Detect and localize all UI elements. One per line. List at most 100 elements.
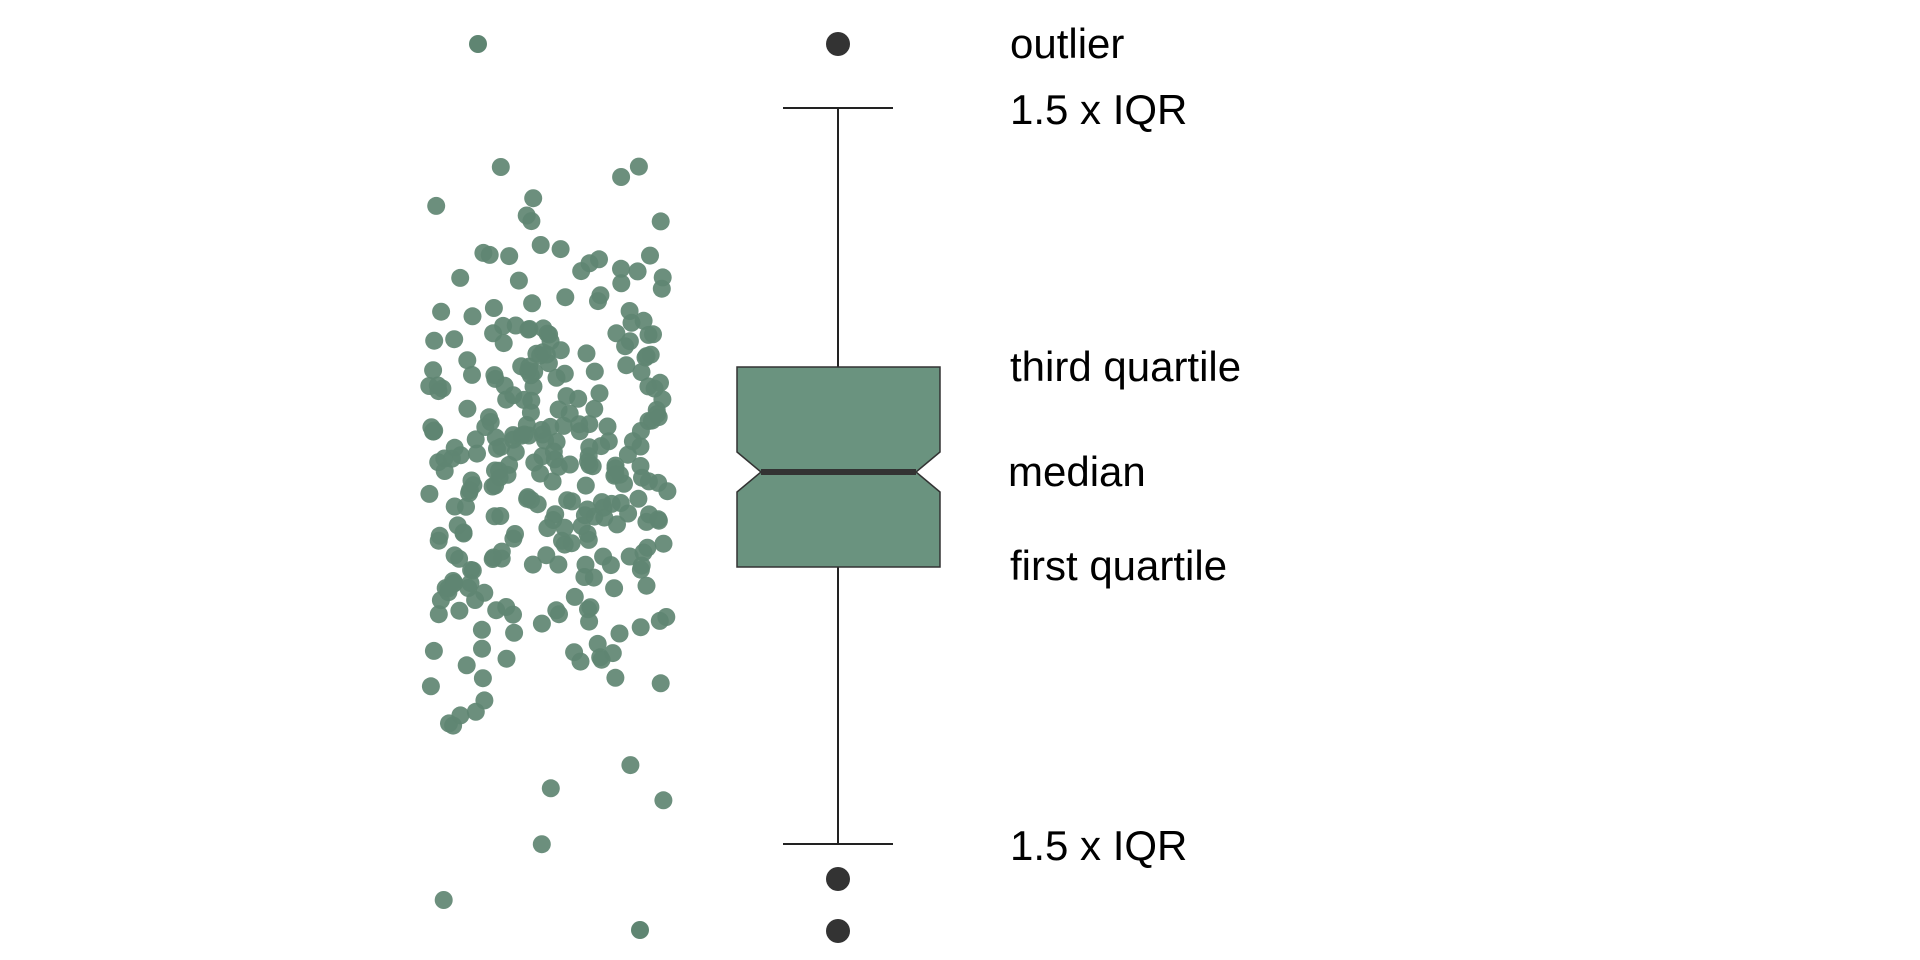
- jitter-point: [473, 669, 492, 688]
- jitter-point: [612, 259, 630, 278]
- jitter-point: [497, 649, 516, 668]
- jitter-point: [634, 311, 653, 330]
- jitter-point: [585, 399, 604, 418]
- jitter-point: [494, 334, 513, 353]
- jitter-point: [491, 158, 510, 176]
- jitter-point: [588, 634, 607, 653]
- jitter-point: [629, 157, 648, 176]
- jitter-point: [639, 472, 658, 491]
- jitter-point: [457, 497, 475, 516]
- jitter-point: [524, 189, 543, 208]
- jitter-point: [598, 417, 617, 436]
- jitter-point: [491, 507, 510, 525]
- jitter-point: [641, 246, 659, 265]
- jitter-point: [617, 356, 636, 375]
- jitter-point: [612, 168, 631, 186]
- jitter-point: [523, 294, 542, 313]
- jitter-point: [620, 332, 639, 351]
- jitter-point: [523, 555, 542, 574]
- jitter-point: [547, 601, 566, 620]
- jitter-point: [580, 612, 599, 631]
- jitter-point: [476, 418, 495, 436]
- jitter-point: [518, 489, 537, 508]
- outlier-point-bottom-2: [826, 919, 850, 943]
- jitter-point: [623, 432, 642, 451]
- jitter-point: [606, 668, 625, 687]
- jitter-point: [619, 504, 638, 523]
- jitter-point: [451, 268, 470, 287]
- jitter-point: [488, 439, 506, 458]
- jitter-point: [466, 591, 485, 609]
- jitter-point: [639, 412, 658, 430]
- jitter-point: [594, 498, 613, 517]
- jitter-point: [487, 601, 506, 620]
- jitter-point: [517, 206, 536, 225]
- jitter-point: [563, 492, 581, 511]
- jitter-point: [469, 35, 487, 53]
- jitter-point: [445, 573, 464, 592]
- jitter-point: [445, 330, 464, 349]
- jitter-point: [435, 462, 454, 480]
- jitter-points: [420, 35, 677, 939]
- jitter-point: [641, 345, 660, 364]
- jitter-point: [460, 481, 479, 500]
- jitter-point: [429, 531, 448, 550]
- jitter-point: [500, 247, 519, 266]
- outlier-point-bottom-1: [826, 867, 850, 891]
- jitter-point: [620, 302, 639, 320]
- jitter-point: [653, 268, 672, 287]
- jitter-point: [522, 391, 541, 410]
- jitter-point: [578, 500, 597, 519]
- jitter-point: [590, 250, 608, 269]
- jitter-point: [448, 516, 467, 535]
- jitter-point: [649, 510, 668, 529]
- jitter-point: [461, 574, 480, 593]
- jitter-point: [577, 344, 596, 363]
- jitter-point: [520, 320, 539, 338]
- jitter-point: [654, 791, 673, 810]
- jitter-point: [556, 288, 575, 307]
- jitter-point: [458, 399, 477, 418]
- jitter-point: [590, 384, 609, 403]
- jitter-point: [620, 547, 639, 566]
- jitter-point: [583, 457, 602, 476]
- jitter-point: [468, 444, 486, 463]
- jitter-point: [605, 579, 624, 598]
- jitter-point: [485, 366, 504, 385]
- label-first-quartile: first quartile: [1010, 542, 1227, 589]
- jitter-point: [506, 316, 525, 335]
- jitter-point: [637, 576, 656, 595]
- jitter-point: [555, 518, 574, 537]
- jitter-point: [549, 555, 568, 574]
- label-lower-whisker: 1.5 x IQR: [1010, 822, 1187, 869]
- jitter-point: [504, 426, 523, 445]
- jitter-point: [532, 614, 551, 633]
- jitter-point: [585, 362, 604, 381]
- jitter-point: [532, 835, 551, 854]
- jitter-point: [551, 240, 570, 259]
- jitter-point: [534, 319, 553, 338]
- jitter-point: [546, 505, 565, 524]
- jitter-point: [560, 455, 579, 474]
- jitter-point: [434, 891, 453, 909]
- jitter-point: [505, 623, 524, 642]
- jitter-point: [531, 236, 550, 254]
- jitter-point: [575, 568, 594, 586]
- jitter-point: [654, 534, 673, 553]
- jitter-point: [462, 561, 481, 579]
- jitter-point: [571, 652, 590, 671]
- jitter-point: [538, 519, 557, 538]
- jitter-point: [473, 639, 491, 658]
- jitter-point: [433, 379, 452, 398]
- jitter-point: [537, 345, 556, 364]
- jitter-point: [472, 620, 491, 639]
- jitter-point: [601, 556, 620, 575]
- jitter-point: [576, 476, 595, 495]
- label-upper-whisker: 1.5 x IQR: [1010, 86, 1187, 133]
- jitter-point: [631, 457, 650, 475]
- jitter-point: [506, 525, 524, 543]
- jitter-point: [541, 779, 560, 798]
- jitter-point: [610, 624, 629, 643]
- jitter-point: [541, 417, 560, 436]
- jitter-point: [581, 598, 600, 617]
